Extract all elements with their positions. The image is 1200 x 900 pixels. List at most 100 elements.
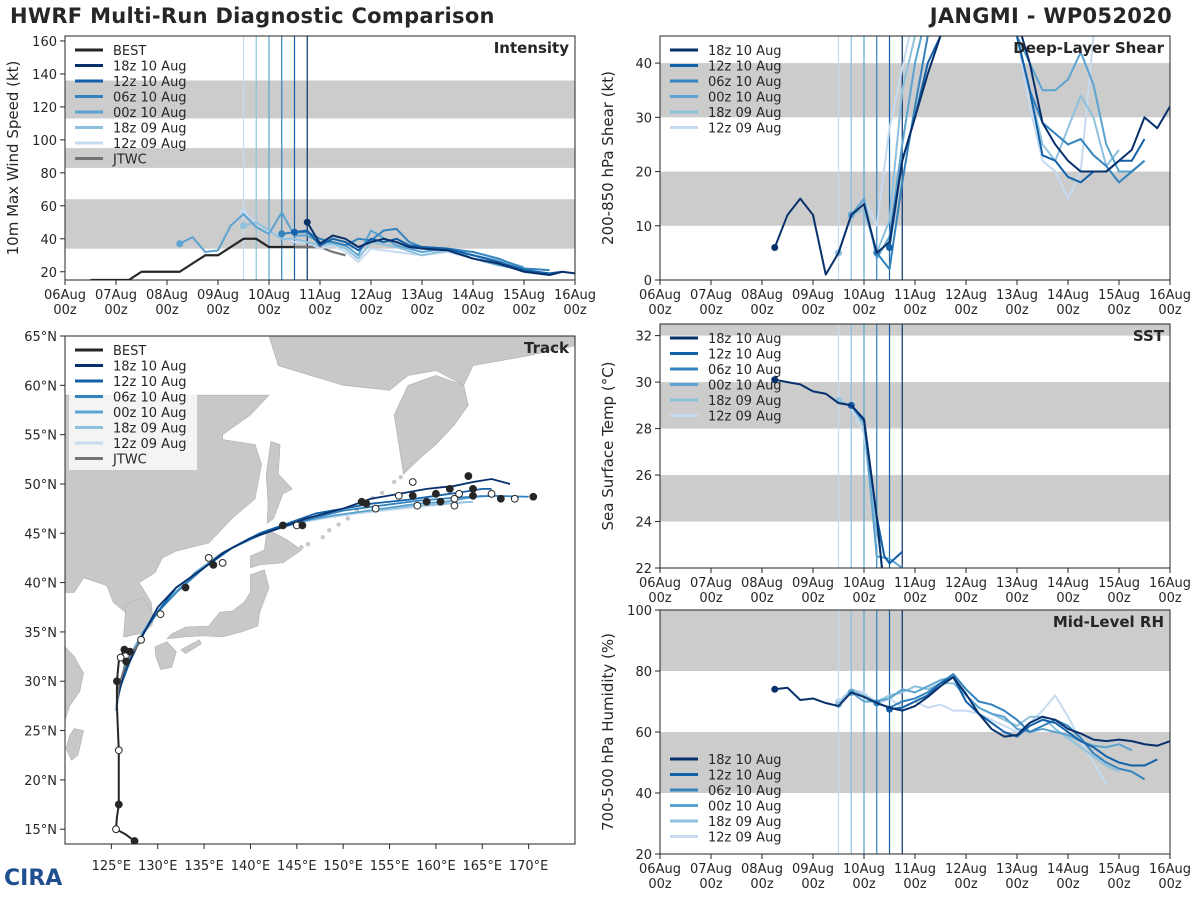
- shear-ytick-label: 30: [635, 111, 652, 126]
- intensity-ytick-label: 160: [32, 35, 57, 50]
- track-best-marker: [112, 825, 120, 834]
- sst-xtick-label: 00z: [1158, 591, 1182, 606]
- track-ytick-label: 15°N: [24, 823, 57, 838]
- track-marker: [218, 558, 227, 567]
- sst-plot-area: [660, 324, 1170, 568]
- intensity-series-18z-10-aug: [306, 221, 575, 277]
- shear-xtick-label: 14Aug: [1047, 288, 1089, 303]
- sst-panel: 22242628303206Aug00z07Aug00z08Aug00z09Au…: [599, 323, 1191, 606]
- shear-xtick-label: 00z: [801, 303, 825, 318]
- kuril-island: [299, 544, 304, 550]
- sst-xtick-label: 10Aug: [843, 576, 885, 591]
- rh-xtick-label: 00z: [1005, 877, 1029, 892]
- track-marker: [181, 583, 190, 592]
- china-coast: [65, 646, 84, 721]
- track-jtwc-line: [115, 636, 145, 706]
- rh-panel: 2040608010006Aug00z07Aug00z08Aug00z09Aug…: [599, 604, 1191, 892]
- sst-band: [660, 475, 1170, 522]
- rh-xtick-label: 00z: [1107, 877, 1131, 892]
- kuril-island: [379, 490, 385, 496]
- intensity-legend-label: JTWC: [112, 153, 147, 168]
- rh-xtick-label: 10Aug: [843, 862, 885, 877]
- sst-ylabel: Sea Surface Temp (°C): [599, 361, 617, 530]
- intensity-ytick-label: 120: [32, 101, 57, 116]
- intensity-legend-label: 12z 10 Aug: [113, 75, 187, 90]
- sst-xtick-label: 11Aug: [894, 576, 936, 591]
- intensity-ytick-label: 20: [40, 266, 57, 281]
- sst-series-18z-10-aug: [774, 378, 884, 568]
- track-legend-label: 12z 10 Aug: [113, 375, 187, 390]
- sst-xtick-label: 00z: [903, 591, 927, 606]
- sst-xtick-label: 00z: [801, 591, 825, 606]
- intensity-xtick-label: 16Aug: [554, 288, 596, 303]
- track-marker: [279, 521, 287, 530]
- intensity-init-marker: [240, 208, 247, 216]
- intensity-xtick-label: 00z: [155, 303, 179, 318]
- figure-title: HWRF Multi-Run Diagnostic Comparison: [10, 4, 495, 28]
- track-legend-label: 18z 09 Aug: [113, 422, 187, 437]
- kuril-island: [320, 535, 325, 540]
- rh-series-18z-10-aug: [774, 676, 1170, 747]
- track-marker: [529, 492, 538, 501]
- intensity-panel: 2040608010012014016006Aug00z07Aug00z08Au…: [4, 35, 596, 318]
- shear-xtick-label: 13Aug: [996, 288, 1038, 303]
- shear-series-18z-10-aug: [773, 36, 1170, 276]
- rh-legend-label: 18z 10 Aug: [708, 753, 782, 768]
- track-xtick-label: 135°E: [184, 859, 224, 874]
- rh-band: [660, 610, 1170, 671]
- rh-xtick-label: 15Aug: [1098, 862, 1140, 877]
- intensity-plot-area: [65, 36, 575, 280]
- track-panel: 15°N 20°N 25°N 30°N 35°N 40°N 45°N 50°N 55°N 60°N…: [24, 330, 576, 874]
- track-legend-label: JTWC: [112, 453, 147, 468]
- shear-ytick-label: 40: [635, 57, 652, 72]
- intensity-ytick-label: 140: [32, 68, 57, 83]
- track-ytick-label: 35°N: [24, 626, 57, 641]
- rh-xtick-label: 08Aug: [741, 862, 783, 877]
- track-marker: [122, 657, 131, 666]
- sst-xtick-label: 06Aug: [639, 576, 681, 591]
- shear-init-marker: [771, 243, 779, 251]
- sst-xtick-label: 12Aug: [945, 576, 987, 591]
- rh-xtick-label: 07Aug: [690, 862, 732, 877]
- sst-xtick-label: 00z: [1107, 591, 1131, 606]
- intensity-xtick-label: 07Aug: [95, 288, 137, 303]
- shear-plot-area: [660, 36, 1170, 280]
- shear-xtick-label: 12Aug: [945, 288, 987, 303]
- shear-xtick-label: 07Aug: [690, 288, 732, 303]
- track-marker: [394, 491, 403, 500]
- shear-legend-label: 06z 10 Aug: [708, 75, 782, 90]
- shear-panel: 01020304006Aug00z07Aug00z08Aug00z09Aug00…: [599, 35, 1191, 318]
- shear-series-00z-10-aug: [850, 36, 1146, 260]
- track-marker: [413, 501, 422, 510]
- intensity-xtick-label: 06Aug: [44, 288, 86, 303]
- sst-ytick-label: 26: [635, 469, 652, 484]
- shikoku: [180, 639, 202, 654]
- shear-title: Deep-Layer Shear: [1013, 39, 1164, 57]
- sst-xtick-label: 00z: [699, 591, 723, 606]
- rh-ytick-label: 20: [635, 848, 652, 863]
- rh-ylabel: 700-500 hPa Humidity (%): [599, 633, 617, 831]
- track-marker: [436, 497, 445, 506]
- intensity-ytick-label: 40: [40, 233, 57, 248]
- intensity-series-12z-10-aug: [294, 229, 563, 275]
- track-xtick-label: 140°E: [231, 859, 271, 874]
- track-ytick-label: 55°N: [24, 429, 57, 444]
- track-series-18z-10-aug: [116, 478, 511, 702]
- shear-ylabel: 200-850 hPa Shear (kt): [599, 71, 617, 245]
- hokkaido: [250, 528, 302, 569]
- rh-xtick-label: 16Aug: [1149, 862, 1191, 877]
- track-ytick-label: 25°N: [24, 725, 57, 740]
- track-marker: [371, 504, 380, 513]
- intensity-legend-label: BEST: [113, 44, 146, 59]
- shear-xtick-label: 00z: [1107, 303, 1131, 318]
- track-ytick-label: 65°N: [24, 330, 57, 345]
- track-legend-bg: [69, 340, 197, 470]
- shear-xtick-label: 00z: [648, 303, 672, 318]
- track-ytick-label: 30°N: [24, 675, 57, 690]
- honshu: [166, 569, 270, 640]
- rh-init-marker: [771, 685, 779, 693]
- rh-legend-label: 12z 09 Aug: [708, 831, 782, 846]
- shear-xtick-label: 11Aug: [894, 288, 936, 303]
- intensity-xtick-label: 15Aug: [503, 288, 545, 303]
- sst-legend-label: 00z 10 Aug: [708, 379, 782, 394]
